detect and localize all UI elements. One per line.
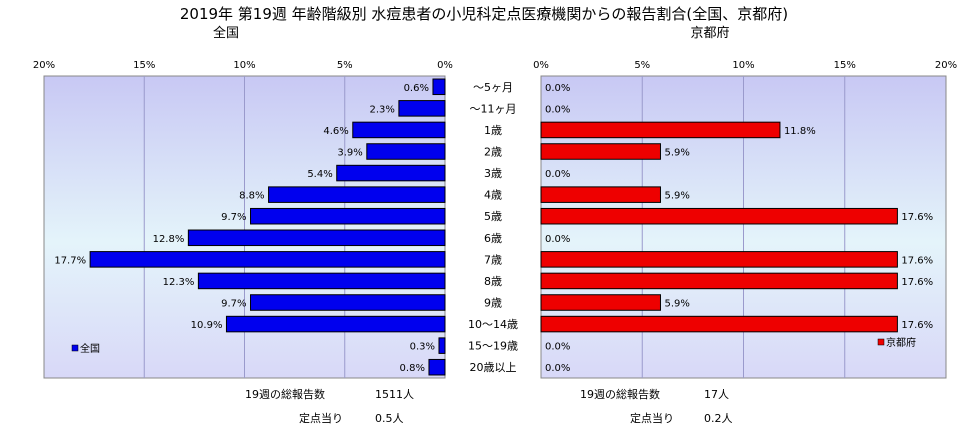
left-bar — [336, 164, 446, 182]
category-label: 20歳以上 — [470, 361, 517, 374]
right-bar — [540, 294, 661, 311]
left-bar — [89, 251, 446, 268]
left-total-label: 19週の総報告数 — [245, 387, 325, 401]
right-value-label: 17.6% — [901, 255, 933, 266]
category-label: 6歳 — [484, 232, 502, 245]
left-bar — [398, 100, 446, 117]
left-value-labels: 0.6% 2.3% 4.6% 3.9% 5.4% 8.8% 9.7% 12.8% 17.7% 12… — [54, 83, 435, 374]
left-value-label: 17.7% — [54, 255, 86, 266]
right-value-label: 5.9% — [664, 191, 689, 202]
right-value-labels: 0.0% 0.0% 11.8% 5.9% 0.0% 5.9% 17.6% 0.0% 17.6% 1… — [545, 83, 933, 374]
right-per-label: 定点当り — [630, 411, 674, 425]
left-x-tick-label: 5% — [337, 60, 353, 71]
left-bar — [428, 358, 446, 376]
left-bar — [366, 143, 446, 160]
right-bar — [540, 251, 898, 268]
right-value-label: 17.6% — [901, 320, 933, 331]
right-value-label: 0.0% — [545, 342, 570, 353]
left-per-label: 定点当り — [299, 411, 343, 425]
right-legend-swatch — [877, 338, 885, 346]
left-per-value: 0.5人 — [375, 412, 404, 425]
left-x-axis-ticks: 20% 15% 10% 5% 0% — [33, 60, 453, 71]
right-value-label: 0.0% — [545, 234, 570, 245]
right-total-value: 17人 — [704, 388, 729, 401]
right-value-label: 11.8% — [784, 126, 816, 137]
left-value-label: 8.8% — [239, 191, 264, 202]
left-chart-subtitle: 全国 — [213, 25, 239, 41]
left-value-label: 5.4% — [307, 169, 332, 180]
left-bar — [250, 294, 446, 311]
left-bar — [250, 207, 446, 225]
right-bar — [540, 272, 898, 290]
left-bars — [89, 78, 446, 376]
left-total-value: 1511人 — [375, 388, 414, 401]
right-value-label: 17.6% — [901, 277, 933, 288]
right-value-label: 0.0% — [545, 83, 570, 94]
left-legend-swatch — [71, 344, 79, 352]
right-x-tick-label: 5% — [634, 60, 650, 71]
left-bar — [268, 186, 446, 203]
left-value-label: 0.8% — [400, 363, 425, 374]
left-value-label: 3.9% — [337, 148, 362, 159]
left-value-label: 12.8% — [153, 234, 185, 245]
left-x-tick-label: 15% — [133, 60, 155, 71]
right-value-label: 0.0% — [545, 363, 570, 374]
category-label: 15〜19歳 — [468, 340, 518, 353]
category-label: 3歳 — [484, 167, 502, 180]
right-bar — [540, 121, 781, 139]
right-x-axis-ticks: 0% 5% 10% 15% 20% — [533, 60, 957, 71]
left-bar — [432, 78, 446, 96]
right-value-label: 5.9% — [664, 299, 689, 310]
left-legend: 全国 — [71, 342, 100, 355]
left-value-label: 10.9% — [191, 320, 223, 331]
right-bar — [540, 186, 661, 203]
left-value-label: 2.3% — [369, 104, 394, 115]
category-label: 1歳 — [484, 124, 502, 137]
left-value-label: 0.6% — [404, 83, 429, 94]
right-x-tick-label: 15% — [834, 60, 856, 71]
right-value-label: 5.9% — [664, 148, 689, 159]
left-x-tick-label: 10% — [233, 60, 255, 71]
right-x-tick-label: 0% — [533, 60, 549, 71]
category-label: 2歳 — [484, 146, 502, 159]
right-bars — [540, 121, 898, 333]
left-bar — [197, 272, 446, 290]
right-per-value: 0.2人 — [704, 412, 733, 425]
left-value-label: 9.7% — [221, 212, 246, 223]
left-value-label: 0.3% — [410, 342, 435, 353]
right-bar — [540, 143, 661, 160]
right-chart-subtitle: 京都府 — [690, 26, 729, 41]
category-label: 〜11ヶ月 — [470, 102, 517, 115]
right-bar — [540, 207, 898, 225]
category-label: 8歳 — [484, 275, 502, 288]
left-bar — [352, 121, 446, 139]
left-bar — [225, 315, 446, 333]
right-value-label: 0.0% — [545, 169, 570, 180]
right-legend-label: 京都府 — [886, 336, 916, 349]
category-label: 〜5ヶ月 — [473, 81, 513, 94]
right-bar — [540, 315, 898, 333]
category-label: 10〜14歳 — [468, 318, 518, 331]
right-x-tick-label: 10% — [732, 60, 754, 71]
chart-title: 2019年 第19週 年齢階級別 水痘患者の小児科定点医療機関からの報告割合(全… — [180, 5, 788, 23]
category-label: 7歳 — [484, 253, 502, 266]
right-total-label: 19週の総報告数 — [580, 387, 660, 401]
left-value-label: 9.7% — [221, 299, 246, 310]
left-value-label: 4.6% — [323, 126, 348, 137]
category-label: 5歳 — [484, 210, 502, 223]
right-x-tick-label: 20% — [935, 60, 957, 71]
left-bar — [187, 229, 446, 247]
category-label: 4歳 — [484, 189, 502, 202]
right-value-label: 17.6% — [901, 212, 933, 223]
left-bar — [438, 337, 446, 354]
category-labels: 〜5ヶ月〜11ヶ月 1歳 2歳 3歳 4歳 5歳 6歳 7歳 8歳 9歳 10〜14歳 15〜19歳 2… — [468, 81, 518, 374]
left-value-label: 12.3% — [163, 277, 195, 288]
left-legend-label: 全国 — [80, 342, 100, 355]
right-legend: 京都府 — [877, 336, 916, 349]
left-x-tick-label: 20% — [33, 60, 55, 71]
category-label: 9歳 — [484, 297, 502, 310]
left-x-tick-label: 0% — [437, 60, 453, 71]
right-value-label: 0.0% — [545, 104, 570, 115]
